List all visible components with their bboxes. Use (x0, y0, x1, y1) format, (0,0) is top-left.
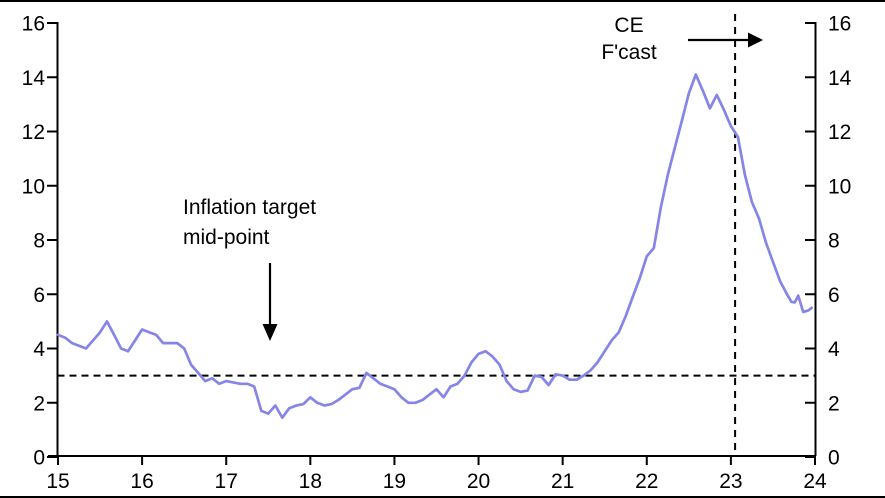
left-tick-label: 4 (33, 338, 45, 361)
right-tick-label: 16 (828, 13, 851, 36)
series-group (56, 73, 813, 420)
x-tick-label: 22 (635, 470, 658, 493)
right-tick-label: 6 (828, 284, 840, 307)
left-tick-label: 16 (22, 13, 45, 36)
left-tick-label: 0 (33, 447, 45, 470)
left-tick-label: 2 (33, 392, 45, 415)
left-tick-label: 6 (33, 284, 45, 307)
left-tick-label: 10 (22, 175, 45, 198)
x-tick-label: 21 (551, 470, 574, 493)
right-arrow-icon (688, 32, 763, 48)
inflation-rate-line (56, 73, 813, 420)
left-tick-label: 12 (22, 121, 45, 144)
x-tick-label: 23 (719, 470, 742, 493)
inflation-target-annotation-line2: mid-point (183, 226, 270, 249)
right-axis-ticks: 16 14 12 10 8 6 4 2 0 (805, 13, 852, 470)
x-tick-label: 16 (130, 470, 153, 493)
left-tick-label: 8 (33, 230, 45, 253)
right-tick-label: 4 (828, 338, 840, 361)
x-tick-label: 18 (299, 470, 322, 493)
right-tick-label: 14 (828, 67, 852, 90)
x-axis-ticks: 15 16 17 18 19 20 21 22 23 24 (46, 456, 827, 493)
right-tick-label: 2 (828, 392, 840, 415)
left-axis-ticks: 16 14 12 10 8 6 4 2 0 (22, 13, 58, 470)
right-tick-label: 0 (828, 447, 840, 470)
ce-fcast-annotation-line1: CE (614, 14, 643, 37)
x-tick-label: 19 (383, 470, 406, 493)
reference-lines (57, 14, 816, 456)
right-tick-label: 10 (828, 175, 851, 198)
x-tick-label: 24 (803, 470, 827, 493)
inflation-target-annotation-line1: Inflation target (183, 196, 316, 219)
right-tick-label: 8 (828, 230, 840, 253)
x-tick-label: 17 (215, 470, 238, 493)
left-tick-label: 14 (22, 67, 46, 90)
ce-fcast-annotation-line2: F'cast (601, 41, 657, 64)
x-tick-label: 15 (46, 470, 69, 493)
x-tick-label: 20 (467, 470, 490, 493)
down-arrow-icon (262, 263, 278, 341)
right-tick-label: 12 (828, 121, 851, 144)
